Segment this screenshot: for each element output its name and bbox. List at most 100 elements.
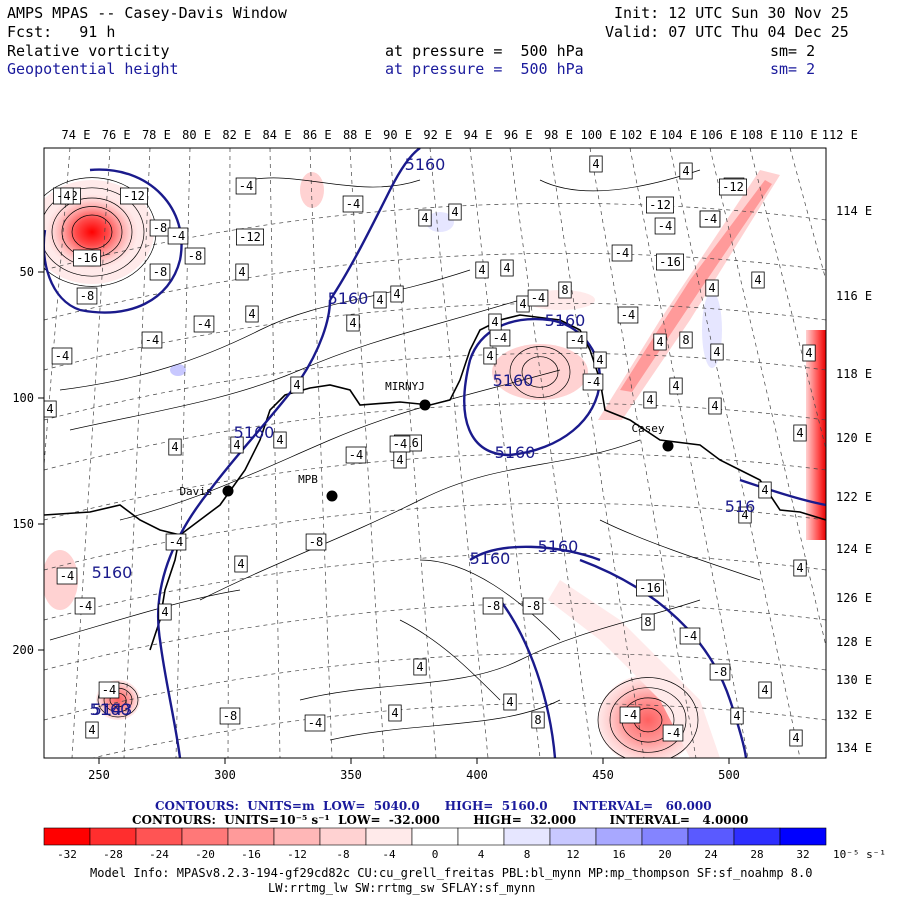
right-lon-label: 126 E <box>836 591 872 605</box>
meridian <box>71 148 111 758</box>
vorticity-label-box <box>531 711 545 729</box>
vorticity-label-box <box>475 261 489 279</box>
vorticity-label: 4 <box>646 393 653 407</box>
height-label: 5160 <box>545 311 586 330</box>
vorticity-label: 4 <box>506 695 513 709</box>
right-lon-label: 132 E <box>836 708 872 722</box>
vorticity-label-box <box>802 344 816 362</box>
vorticity-label-box <box>56 567 78 585</box>
vorticity-label-box <box>168 438 182 456</box>
vort-ring <box>521 356 559 388</box>
vorticity-label: 4 <box>233 438 240 452</box>
station-name: MPB <box>298 473 318 486</box>
height-label: 5160 <box>92 563 133 582</box>
vorticity-label-box <box>342 195 364 213</box>
meridian <box>549 148 645 758</box>
meridian <box>789 148 826 282</box>
low-nw-core <box>46 194 138 270</box>
colorbar-tick-label: -8 <box>336 848 349 861</box>
vorticity-label-box <box>44 400 57 418</box>
colorbar-tick-label: 32 <box>796 848 809 861</box>
height-label: 5160 <box>405 155 446 174</box>
vorticity-label-box <box>709 663 731 681</box>
colorbar-segment <box>365 827 413 846</box>
vorticity-label: 4 <box>171 440 178 454</box>
vorticity-label: -8 <box>309 535 323 549</box>
vorticity-label-box <box>643 391 657 409</box>
vorticity-label-box <box>669 377 683 395</box>
vort-ring <box>509 346 571 398</box>
vorticity-label: -8 <box>486 599 500 613</box>
meridian <box>269 148 281 758</box>
vorticity-label-box <box>184 247 206 265</box>
meridian <box>429 148 489 758</box>
colorbar-segment <box>457 827 505 846</box>
vorticity-label-box <box>503 693 517 711</box>
colorbar-segment <box>319 827 367 846</box>
right-lon-label: 116 E <box>836 289 872 303</box>
vorticity-label: -4 <box>349 448 363 462</box>
meridian <box>44 148 71 470</box>
vorticity-label: -4 <box>145 333 159 347</box>
right-lon-label: 124 E <box>836 542 872 556</box>
vorticity-label-box <box>793 559 807 577</box>
vorticity-label-box <box>482 597 504 615</box>
right-lon-label: 134 E <box>836 741 872 755</box>
height-label: 5160 <box>234 423 275 442</box>
vorticity-label-box <box>120 187 149 205</box>
vorticity-contour-info: CONTOURS: UNITS=10⁻⁵ s⁻¹ LOW= -32.000 HI… <box>132 813 749 827</box>
vorticity-label-box <box>662 724 684 742</box>
parallel <box>91 703 826 758</box>
station-name: MIRNYJ <box>385 380 425 393</box>
vorticity-label: -8 <box>153 221 167 235</box>
vorticity-label: 4 <box>519 297 526 311</box>
vorticity-label: 4 <box>805 346 812 360</box>
right-lon-label: 128 E <box>836 635 872 649</box>
vorticity-label: 4 <box>349 316 356 330</box>
vort-contour <box>199 439 641 601</box>
vorticity-label-box <box>646 196 675 214</box>
vorticity-label: 4 <box>238 265 245 279</box>
vorticity-label: 8 <box>644 615 651 629</box>
vorticity-label: -8 <box>526 599 540 613</box>
top-lon-label: 98 E <box>544 128 573 142</box>
vorticity-label-box <box>418 209 432 227</box>
vorticity-label: 4 <box>376 293 383 307</box>
station-dot <box>222 485 234 497</box>
colorbar-segment <box>549 827 597 846</box>
vorticity-contours <box>44 169 761 758</box>
vorticity-label-box <box>393 451 407 469</box>
vorticity-label: -8 <box>80 289 94 303</box>
plot-title: AMPS MPAS -- Casey-Davis Window <box>7 4 287 22</box>
colorbar-tick-label: -4 <box>382 848 396 861</box>
colorbar-segment <box>733 827 781 846</box>
vorticity-label: -4 <box>586 375 600 389</box>
meridian <box>830 148 900 758</box>
height-5160-contour <box>739 478 826 507</box>
vorticity-label: 8 <box>561 283 568 297</box>
vorticity-label-box <box>74 597 96 615</box>
vorticity-label: 4 <box>416 660 423 674</box>
height-label: 5143 <box>92 700 133 719</box>
height-5160-contour <box>499 599 557 758</box>
vorticity-label-box <box>390 285 404 303</box>
height-label: 516 <box>725 497 756 516</box>
field2-smoothing: sm= 2 <box>770 60 816 78</box>
colorbar-segment <box>181 827 229 846</box>
vorticity-label: -4 <box>169 535 183 549</box>
colorbar-segment <box>273 827 321 846</box>
colorbar-tick-label: 0 <box>432 848 439 861</box>
meridian <box>749 148 826 451</box>
parallel <box>44 553 826 621</box>
vorticity-label: -4 <box>60 569 74 583</box>
vorticity-label: -12 <box>722 180 744 194</box>
colorbar-tick-label: 16 <box>612 848 625 861</box>
plot-area: -12-12-16-8-8-4-4-4-4-8-8-4-4-16-4-4-4-4… <box>44 148 900 758</box>
vorticity-label: 8 <box>682 333 689 347</box>
meridian <box>227 148 231 758</box>
vorticity-label: -4 <box>197 317 211 331</box>
field2-name: Geopotential height <box>7 60 179 78</box>
vorticity-label-box <box>751 271 765 289</box>
vorticity-label: 4 <box>248 307 255 321</box>
top-lon-label: 108 E <box>741 128 777 142</box>
